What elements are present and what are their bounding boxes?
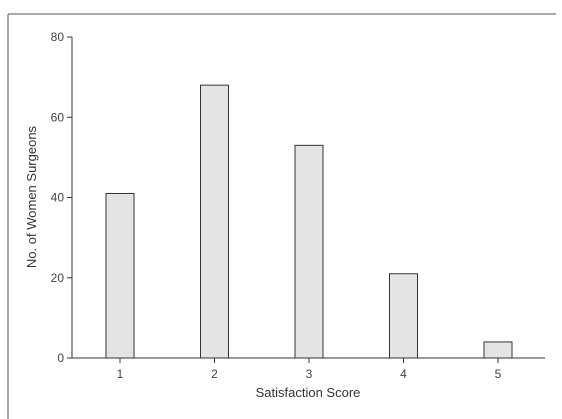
bar-series bbox=[105, 84, 513, 359]
bar-4 bbox=[389, 273, 418, 359]
bar-1 bbox=[105, 192, 135, 359]
x-tick-label: 3 bbox=[306, 367, 313, 381]
x-tick-label: 1 bbox=[117, 367, 124, 381]
bar-5 bbox=[483, 341, 513, 359]
y-axis-title: No. of Women Surgeons bbox=[24, 125, 39, 268]
bar-3 bbox=[294, 144, 324, 359]
x-axis-ticks: 1 2 3 4 5 bbox=[117, 358, 502, 381]
x-tick-label: 5 bbox=[495, 367, 502, 381]
bar-2 bbox=[200, 84, 229, 359]
x-axis-title: Satisfaction Score bbox=[256, 385, 361, 400]
y-tick-label: 60 bbox=[51, 110, 65, 124]
y-tick-label: 40 bbox=[51, 191, 65, 205]
x-tick-label: 2 bbox=[211, 367, 218, 381]
y-tick-label: 0 bbox=[57, 351, 64, 365]
y-axis-ticks: 0 20 40 60 80 bbox=[51, 30, 72, 365]
x-tick-label: 4 bbox=[400, 367, 407, 381]
plot-area: 0 20 40 60 80 1 2 3 4 5 bbox=[51, 30, 545, 381]
y-tick-label: 80 bbox=[51, 30, 65, 44]
y-tick-label: 20 bbox=[51, 271, 65, 285]
